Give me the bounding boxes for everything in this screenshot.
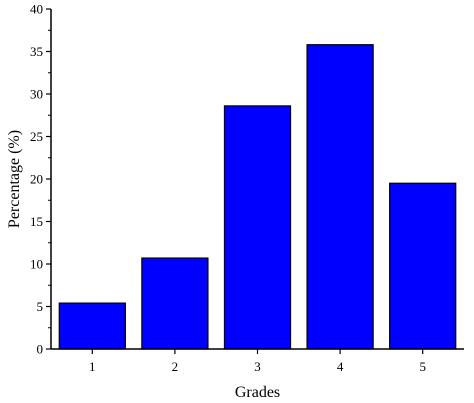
x-tick-label: 5 [419, 359, 426, 374]
x-tick-label: 2 [172, 359, 179, 374]
axes-layer: 0 5 10 15 20 25 30 35 40 1 2 3 4 5 [30, 2, 464, 374]
y-tick-label: 20 [30, 172, 43, 187]
bars-layer [58, 44, 457, 350]
y-axis-title: Percentage (%) [6, 130, 23, 228]
y-tick-label: 35 [30, 44, 43, 59]
x-tick-label: 3 [254, 359, 261, 374]
y-tick-label: 25 [30, 129, 43, 144]
y-tick-label: 0 [37, 342, 44, 357]
x-axis-title: Grades [235, 384, 280, 401]
y-tick-label: 10 [30, 257, 43, 272]
x-tick-label: 4 [337, 359, 344, 374]
bar-grade-5 [389, 182, 457, 350]
y-tick-label: 30 [30, 87, 43, 102]
bar-grade-4 [306, 44, 374, 350]
bar-grade-1 [58, 302, 126, 350]
y-tick-label: 40 [30, 2, 43, 17]
y-tick-label: 5 [37, 299, 44, 314]
y-tick-label: 15 [30, 214, 43, 229]
bar-grade-3 [223, 105, 292, 350]
bar-grade-2 [141, 257, 209, 350]
x-tick-label: 1 [89, 359, 96, 374]
